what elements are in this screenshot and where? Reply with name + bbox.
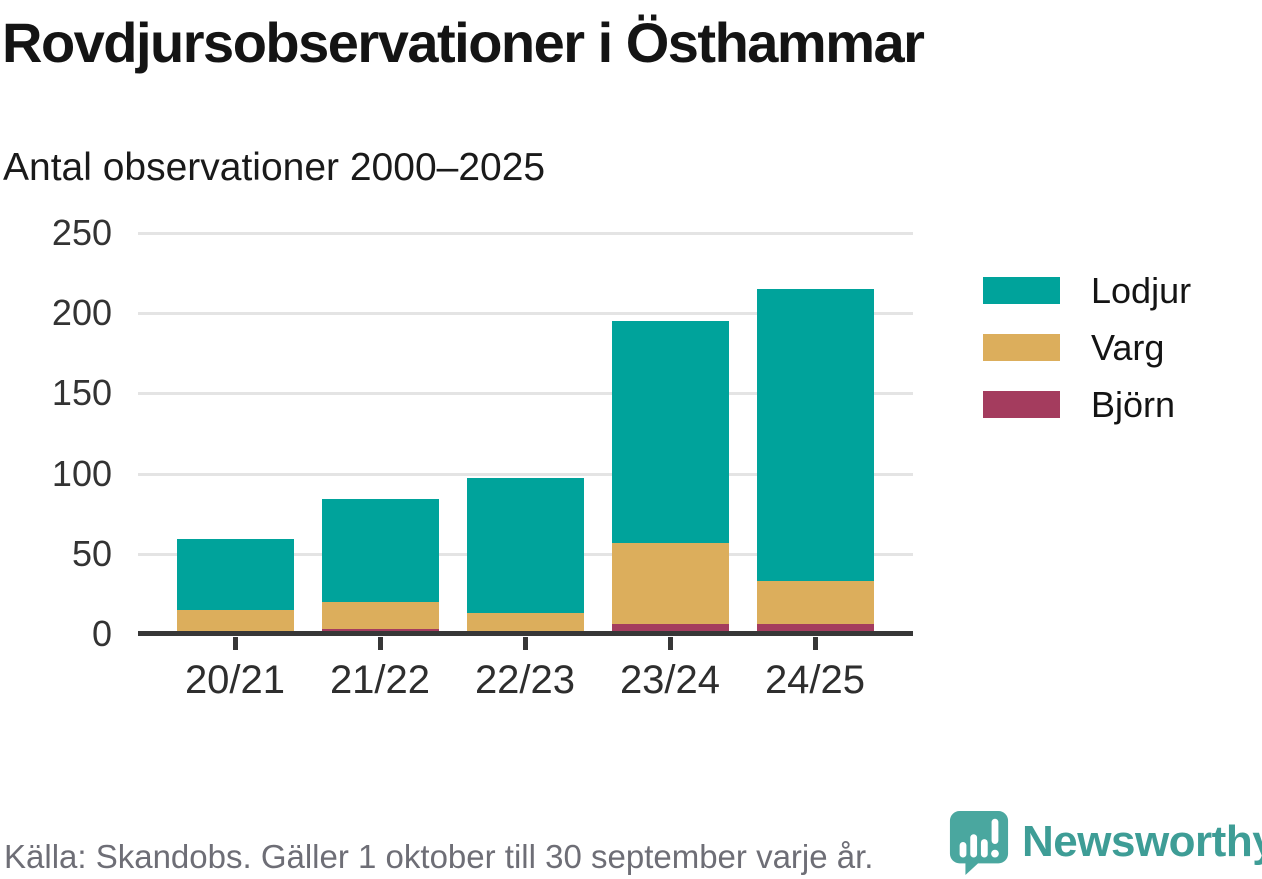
legend-swatch bbox=[983, 277, 1060, 304]
newsworthy-logo: Newsworthy bbox=[948, 808, 1262, 876]
x-axis-label: 24/25 bbox=[764, 658, 866, 702]
bar-segment-varg bbox=[611, 542, 729, 625]
bar-segment-lodjur bbox=[756, 289, 874, 582]
y-axis-label: 0 bbox=[91, 613, 112, 654]
legend-item-björn: Björn bbox=[983, 384, 1191, 425]
y-axis-label: 50 bbox=[71, 532, 112, 574]
x-axis-label: 20/21 bbox=[184, 658, 286, 702]
bar-segment-lodjur bbox=[466, 478, 584, 614]
x-axis-tick bbox=[378, 637, 383, 650]
y-axis-label: 100 bbox=[51, 452, 112, 494]
x-axis-tick bbox=[233, 637, 238, 650]
gridline-200 bbox=[138, 312, 913, 316]
legend-label: Björn bbox=[1091, 384, 1176, 425]
newsworthy-logo-icon bbox=[949, 811, 1009, 875]
bar-segment-björn bbox=[611, 624, 729, 634]
y-axis-label: 150 bbox=[51, 372, 112, 414]
legend-swatch bbox=[983, 334, 1060, 361]
newsworthy-wordmark: Newsworthy bbox=[1022, 817, 1262, 866]
bar-segment-varg bbox=[466, 613, 584, 631]
y-axis-label: 200 bbox=[51, 292, 112, 334]
legend-swatch bbox=[983, 391, 1060, 418]
x-axis-line bbox=[138, 631, 913, 636]
x-axis-tick bbox=[668, 637, 673, 650]
x-axis-tick bbox=[523, 637, 528, 650]
gridline-150 bbox=[138, 392, 913, 396]
legend-item-lodjur: Lodjur bbox=[983, 270, 1192, 311]
bar-segment-varg bbox=[756, 581, 874, 625]
legend-label: Varg bbox=[1091, 327, 1165, 368]
x-axis-label: 23/24 bbox=[619, 658, 721, 702]
bar-segment-lodjur bbox=[321, 499, 439, 602]
bar-segment-varg bbox=[321, 601, 439, 630]
chart-subtitle: Antal observationer 2000–2025 bbox=[3, 146, 546, 189]
chart-title: Rovdjursobservationer i Östhammar bbox=[2, 11, 925, 74]
x-axis-label: 21/22 bbox=[329, 658, 431, 702]
x-axis-tick bbox=[813, 637, 818, 650]
bar-segment-björn bbox=[756, 624, 874, 634]
source-note: Källa: Skandobs. Gäller 1 oktober till 3… bbox=[4, 838, 874, 875]
legend: Lodjur Varg Björn bbox=[983, 270, 1192, 425]
gridline-100 bbox=[138, 472, 913, 476]
legend-label: Lodjur bbox=[1091, 270, 1192, 311]
gridline-250 bbox=[138, 232, 913, 235]
legend-item-varg: Varg bbox=[983, 327, 1191, 368]
plot-area: 0 50 100 150 200 250 20/21 21/22 22/23 23/24 24/25 bbox=[52, 212, 913, 702]
bar-segment-lodjur bbox=[176, 539, 294, 610]
y-axis-label: 250 bbox=[51, 212, 112, 253]
x-axis-label: 22/23 bbox=[474, 658, 576, 702]
bar-segment-lodjur bbox=[611, 321, 729, 543]
bar-segment-varg bbox=[176, 609, 294, 633]
